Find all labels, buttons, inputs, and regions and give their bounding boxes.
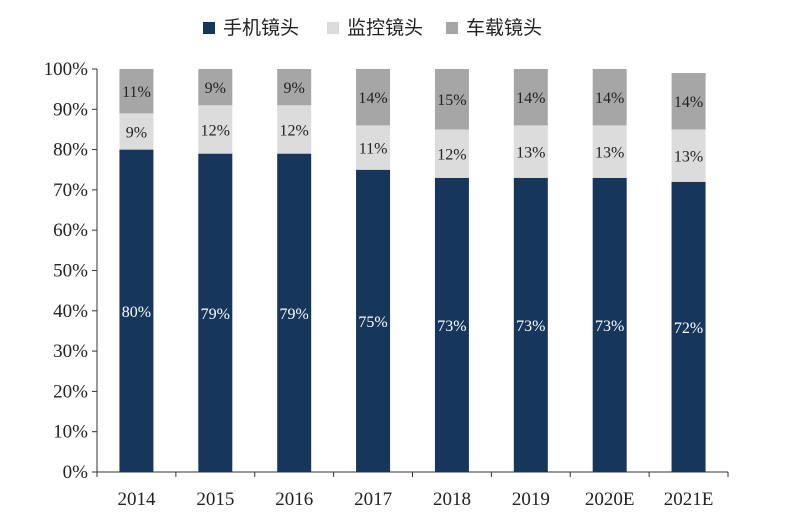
bar-segment-2 xyxy=(198,105,233,154)
bar-segment-3 xyxy=(513,69,548,126)
bar-segment-1 xyxy=(119,149,154,472)
bar-segment-3 xyxy=(592,69,627,126)
y-tick-label: 100% xyxy=(44,59,89,80)
bar-segment-3 xyxy=(198,69,233,106)
y-tick-label: 60% xyxy=(53,220,88,241)
bar-segment-1 xyxy=(198,153,233,472)
y-tick-label: 40% xyxy=(53,301,88,322)
data-label: 11% xyxy=(122,84,151,101)
data-label: 13% xyxy=(674,149,703,166)
bar-segment-1 xyxy=(277,153,312,472)
legend-label-3: 车载镜头 xyxy=(466,17,542,39)
bar-segment-2 xyxy=(513,125,548,178)
bar-segment-1 xyxy=(356,169,391,472)
data-label: 14% xyxy=(595,90,624,107)
x-tick-label: 2017 xyxy=(354,489,392,510)
bar-segment-3 xyxy=(356,69,391,126)
legend-swatch-3 xyxy=(446,22,458,34)
data-label: 14% xyxy=(674,94,703,111)
y-tick-label: 80% xyxy=(53,140,88,161)
bar-segment-2 xyxy=(434,129,469,178)
data-label: 80% xyxy=(122,304,151,321)
data-label: 73% xyxy=(595,318,624,335)
bar-segment-1 xyxy=(671,181,706,472)
data-label: 9% xyxy=(284,80,305,97)
data-label: 14% xyxy=(516,90,545,107)
bar-segment-2 xyxy=(119,113,154,150)
data-label: 9% xyxy=(126,124,147,141)
data-label: 72% xyxy=(674,320,703,337)
bar-segment-1 xyxy=(592,177,627,472)
data-label: 9% xyxy=(205,80,226,97)
x-tick-label: 2018 xyxy=(433,489,471,510)
data-label: 11% xyxy=(359,141,388,158)
x-tick-label: 2015 xyxy=(196,489,234,510)
bar-segment-3 xyxy=(434,69,469,130)
x-tick-label: 2014 xyxy=(117,489,156,510)
data-label: 79% xyxy=(201,306,230,323)
bar-segment-3 xyxy=(671,73,706,130)
bar-segment-2 xyxy=(277,105,312,154)
data-label: 73% xyxy=(437,318,466,335)
bar-segment-3 xyxy=(119,69,154,114)
y-tick-label: 90% xyxy=(53,99,88,120)
y-tick-label: 50% xyxy=(53,261,88,282)
data-label: 12% xyxy=(280,122,309,139)
data-label: 15% xyxy=(437,92,466,109)
data-label: 79% xyxy=(280,306,309,323)
data-label: 12% xyxy=(437,147,466,164)
legend-label-1: 手机镜头 xyxy=(223,17,299,39)
bar-segment-2 xyxy=(356,125,391,170)
y-tick-label: 70% xyxy=(53,180,88,201)
x-tick-label: 2016 xyxy=(275,489,313,510)
legend-label-2: 监控镜头 xyxy=(347,17,423,39)
data-label: 13% xyxy=(595,145,624,162)
data-label: 73% xyxy=(516,318,545,335)
x-tick-label: 2020E xyxy=(585,489,635,510)
bar-segment-1 xyxy=(434,177,469,472)
x-tick-label: 2021E xyxy=(664,489,714,510)
y-tick-label: 30% xyxy=(53,341,88,362)
bar-segment-2 xyxy=(671,129,706,182)
bar-segment-1 xyxy=(513,177,548,472)
legend-swatch-2 xyxy=(327,22,339,34)
bar-segment-3 xyxy=(277,69,312,106)
data-label: 12% xyxy=(201,122,230,139)
data-label: 13% xyxy=(516,145,545,162)
y-tick-label: 0% xyxy=(63,462,89,483)
legend-swatch-1 xyxy=(203,22,215,34)
y-tick-label: 20% xyxy=(53,381,88,402)
x-tick-label: 2019 xyxy=(512,489,550,510)
bar-segment-2 xyxy=(592,125,627,178)
data-label: 75% xyxy=(358,314,387,331)
y-tick-label: 10% xyxy=(53,422,88,443)
data-label: 14% xyxy=(358,90,387,107)
